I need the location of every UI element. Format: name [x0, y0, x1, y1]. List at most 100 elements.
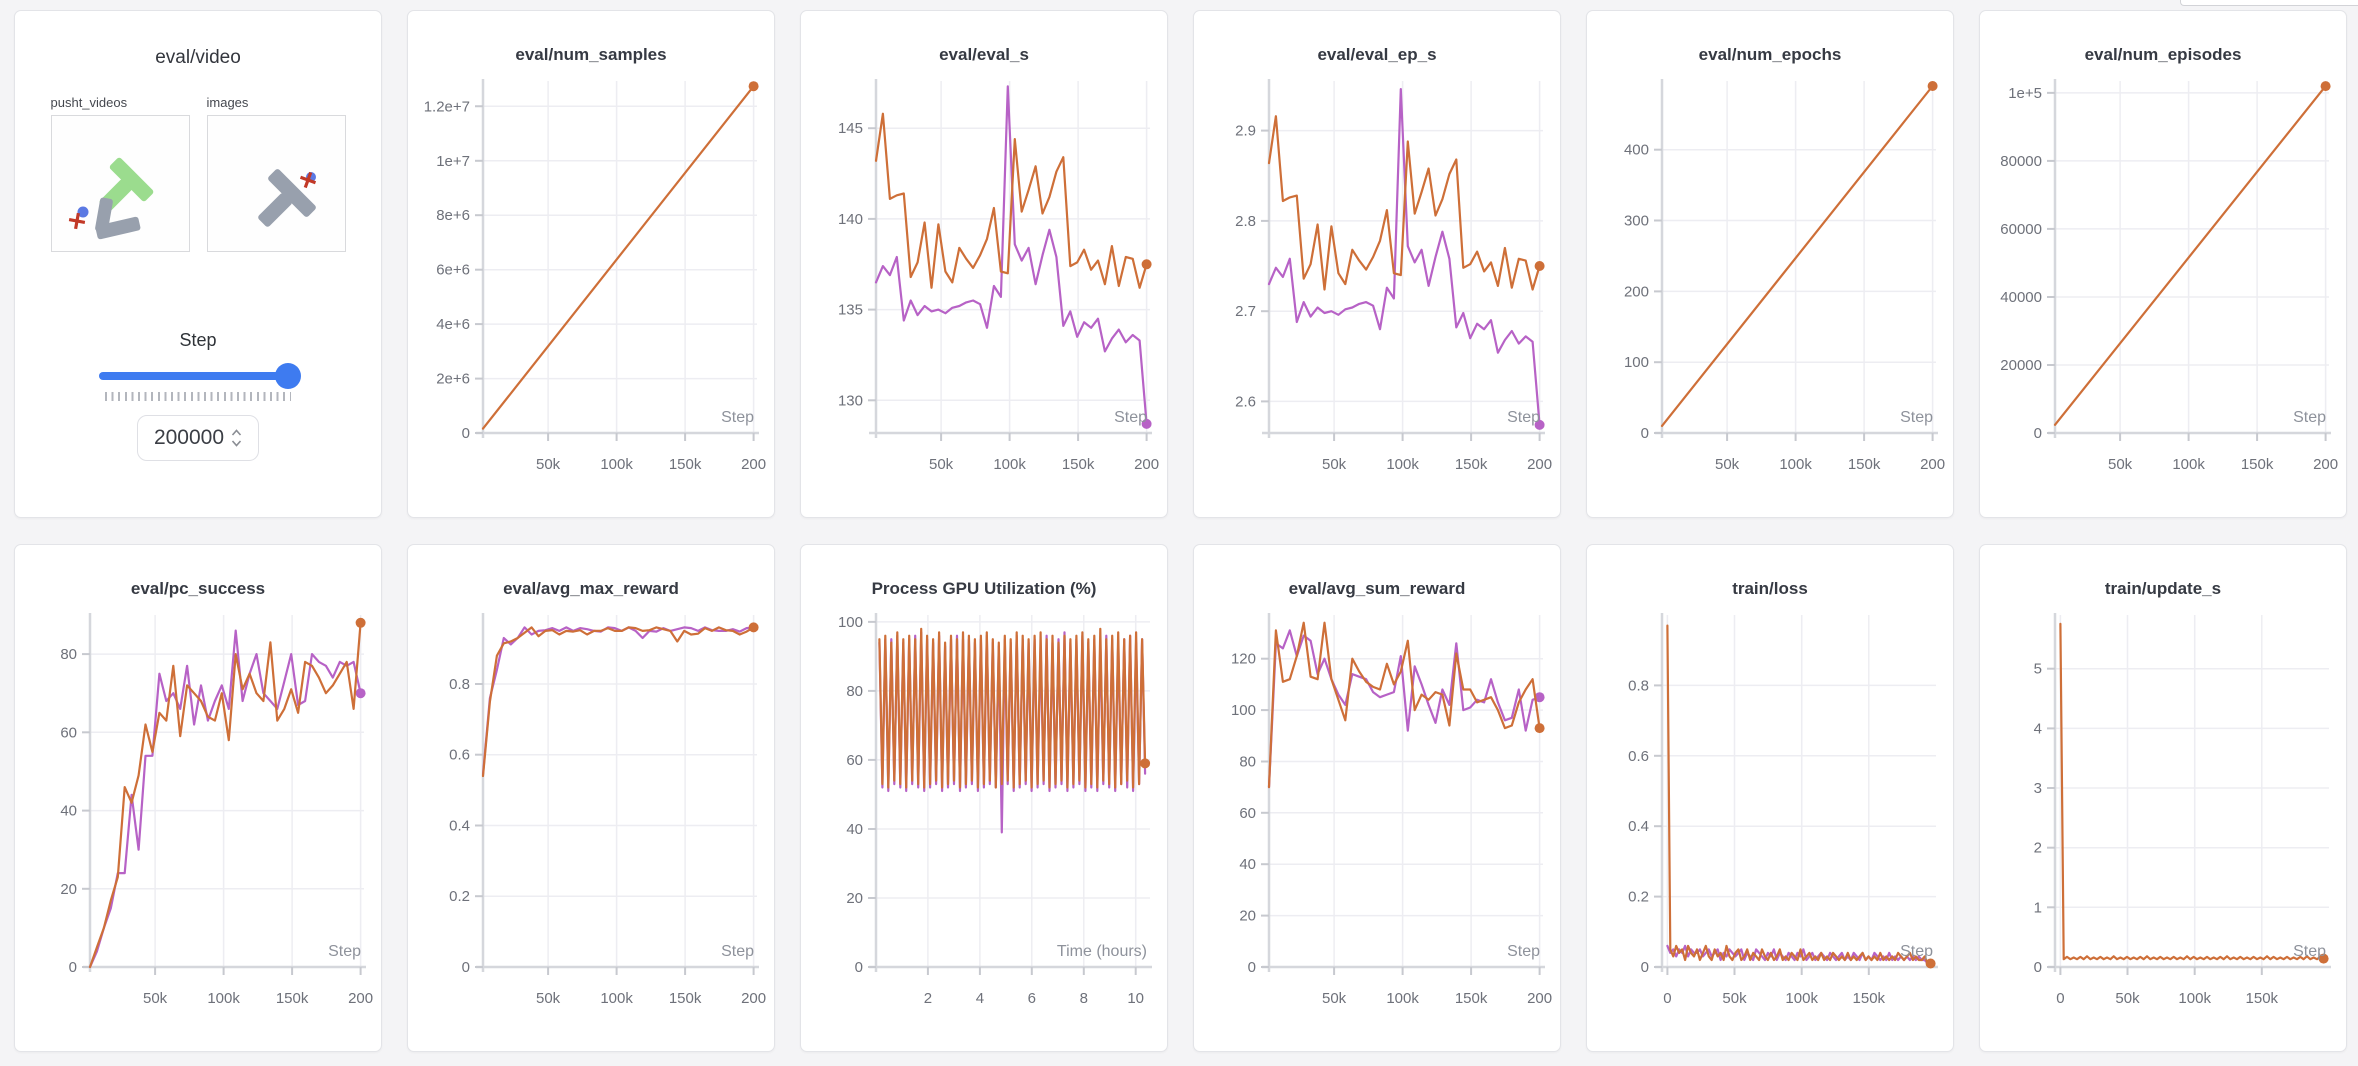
panel-eval-num-episodes[interactable]: eval/num_episodes 0 20000 40000 60000 80000 1…	[1979, 10, 2347, 518]
svg-text:0: 0	[1248, 959, 1256, 976]
panel-eval-eval-ep-s[interactable]: eval/eval_ep_s 2.6 2.7 2.8 2.9 50k 100k 150k 20…	[1193, 10, 1561, 518]
svg-text:0: 0	[2034, 425, 2042, 442]
panel-eval-num-epochs[interactable]: eval/num_epochs 0 100 200 300 400 50k 100k 150k…	[1586, 10, 1954, 518]
svg-text:50k: 50k	[1322, 990, 1347, 1007]
chart-canvas-train-loss[interactable]: 0 0.2 0.4 0.6 0.8 0 50k 100k 150k Step	[1598, 605, 1942, 1037]
svg-text:145: 145	[838, 120, 863, 137]
svg-text:2.9: 2.9	[1235, 123, 1256, 140]
thumb-label-images: images	[206, 95, 249, 110]
svg-text:2.8: 2.8	[1235, 213, 1256, 230]
chart-canvas-eval-eval-ep-s[interactable]: 2.6 2.7 2.8 2.9 50k 100k 150k 200 Step	[1205, 71, 1552, 503]
chart-canvas-eval-pc-success[interactable]: 0 20 40 60 80 50k 100k 150k 200 Step	[26, 605, 373, 1037]
svg-text:100: 100	[838, 614, 863, 631]
panel-gpu-utilization[interactable]: Process GPU Utilization (%) 0 20 40 60 80 100…	[800, 544, 1168, 1052]
svg-text:100k: 100k	[600, 456, 633, 473]
svg-text:0: 0	[462, 425, 470, 442]
chart-title: eval/eval_s	[939, 45, 1029, 64]
chart-canvas-eval-num-epochs[interactable]: 0 100 200 300 400 50k 100k 150k 200 Step	[1598, 71, 1945, 503]
slider-track[interactable]	[99, 372, 297, 380]
stepper-arrows[interactable]	[231, 427, 242, 449]
svg-text:2: 2	[2034, 840, 2042, 857]
panel-eval-num-samples[interactable]: eval/num_samples 0 2e+6 4e+6 6e+6 8e+6 1e+7 1.…	[407, 10, 775, 518]
svg-text:0: 0	[855, 959, 863, 976]
svg-text:40: 40	[60, 803, 77, 820]
chart-canvas-eval-num-episodes[interactable]: 0 20000 40000 60000 80000 1e+5 50k 100k 150k 200 S…	[1991, 71, 2338, 503]
svg-text:150k: 150k	[669, 990, 702, 1007]
svg-text:150k: 150k	[1455, 456, 1488, 473]
svg-text:5: 5	[2034, 661, 2042, 678]
svg-text:0: 0	[2034, 959, 2042, 976]
video-thumbnail-images[interactable]	[206, 115, 346, 252]
chart-title: eval/pc_success	[130, 579, 266, 598]
chart-canvas-eval-num-samples[interactable]: 0 2e+6 4e+6 6e+6 8e+6 1e+7 1.2e+7 50k 100k 150k 20…	[419, 71, 766, 503]
svg-text:Step: Step	[1900, 409, 1933, 426]
images-scene-image	[257, 169, 316, 227]
svg-text:150k: 150k	[1853, 990, 1886, 1007]
video-thumbnail-pusht[interactable]	[50, 115, 190, 252]
panel-eval-eval-s[interactable]: eval/eval_s 130 135 140 145 50k 100k 150k 200 St…	[800, 10, 1168, 518]
svg-text:200: 200	[1920, 456, 1945, 473]
svg-text:Step: Step	[2293, 409, 2326, 426]
step-slider[interactable]	[99, 363, 301, 389]
goal-dot	[77, 206, 88, 218]
svg-text:0.4: 0.4	[1628, 818, 1649, 835]
slider-thumb[interactable]	[275, 363, 301, 389]
svg-text:8e+6: 8e+6	[436, 207, 470, 224]
svg-text:50k: 50k	[1322, 456, 1347, 473]
svg-text:2: 2	[924, 990, 932, 1007]
chart-title: train/update_s	[2104, 579, 2222, 598]
svg-text:100k: 100k	[1386, 456, 1419, 473]
chart-canvas-eval-avg-sum-reward[interactable]: 0 20 40 60 80 100 120 50k 100k 150k 200 Step	[1205, 605, 1552, 1037]
step-input[interactable]: 200000	[137, 415, 259, 461]
svg-text:6e+6: 6e+6	[436, 262, 470, 279]
svg-text:Step: Step	[721, 409, 754, 426]
svg-text:Time (hours): Time (hours)	[1057, 943, 1147, 960]
svg-text:20: 20	[846, 890, 863, 907]
svg-text:2e+6: 2e+6	[436, 371, 470, 388]
svg-text:150k: 150k	[1848, 456, 1881, 473]
svg-text:0: 0	[1641, 959, 1649, 976]
chevron-up-down-icon	[231, 429, 242, 447]
svg-text:100k: 100k	[207, 990, 240, 1007]
svg-text:150k: 150k	[276, 990, 309, 1007]
chart-title: train/loss	[1732, 579, 1808, 598]
svg-text:0.6: 0.6	[449, 747, 470, 764]
svg-text:100: 100	[1624, 354, 1649, 371]
chart-title: eval/num_episodes	[2084, 45, 2242, 64]
thumb-label-pusht-videos: pusht_videos	[50, 95, 128, 110]
svg-text:200: 200	[1527, 456, 1552, 473]
svg-text:40: 40	[1239, 856, 1256, 873]
green-t-shape	[99, 157, 153, 212]
svg-text:1: 1	[2034, 899, 2042, 916]
slider-tick-marks	[105, 392, 291, 401]
svg-text:Step: Step	[2293, 943, 2326, 960]
svg-text:2.6: 2.6	[1235, 393, 1256, 410]
chart-title: Process GPU Utilization (%)	[871, 579, 1097, 598]
svg-text:50k: 50k	[1715, 456, 1740, 473]
svg-text:0: 0	[69, 959, 77, 976]
svg-text:80: 80	[1239, 754, 1256, 771]
panel-train-update-s[interactable]: train/update_s 0 1 2 3 4 5 0 50k 100k 150k Step	[1979, 544, 2347, 1052]
chart-canvas-eval-eval-s[interactable]: 130 135 140 145 50k 100k 150k 200 Step	[812, 71, 1159, 503]
svg-text:Step: Step	[1900, 943, 1933, 960]
svg-text:100k: 100k	[2172, 456, 2205, 473]
svg-text:200: 200	[1527, 990, 1552, 1007]
chart-canvas-gpu-utilization[interactable]: 0 20 40 60 80 100 2 4 6 8 10 Time (hours)	[812, 605, 1156, 1037]
panel-train-loss[interactable]: train/loss 0 0.2 0.4 0.6 0.8 0 50k 100k 150k Step	[1586, 544, 1954, 1052]
panel-eval-video[interactable]: eval/video pusht_videos	[14, 10, 382, 518]
svg-text:20000: 20000	[2000, 357, 2042, 374]
svg-text:3: 3	[2034, 780, 2042, 797]
svg-text:40: 40	[846, 821, 863, 838]
svg-text:Step: Step	[721, 943, 754, 960]
panel-eval-avg-sum-reward[interactable]: eval/avg_sum_reward 0 20 40 60 80 100 120 50k 10…	[1193, 544, 1561, 1052]
panel-eval-pc-success[interactable]: eval/pc_success 0 20 40 60 80 50k 100k 150k 200 S…	[14, 544, 382, 1052]
svg-text:50k: 50k	[2108, 456, 2133, 473]
svg-text:150k: 150k	[669, 456, 702, 473]
chart-canvas-train-update-s[interactable]: 0 1 2 3 4 5 0 50k 100k 150k Step	[1991, 605, 2335, 1037]
chart-canvas-eval-avg-max-reward[interactable]: 0 0.2 0.4 0.6 0.8 50k 100k 150k 200 Step	[419, 605, 766, 1037]
svg-text:100k: 100k	[2178, 990, 2211, 1007]
svg-text:20: 20	[60, 881, 77, 898]
panel-eval-avg-max-reward[interactable]: eval/avg_max_reward 0 0.2 0.4 0.6 0.8 50k 100k…	[407, 544, 775, 1052]
svg-text:50k: 50k	[2115, 990, 2140, 1007]
